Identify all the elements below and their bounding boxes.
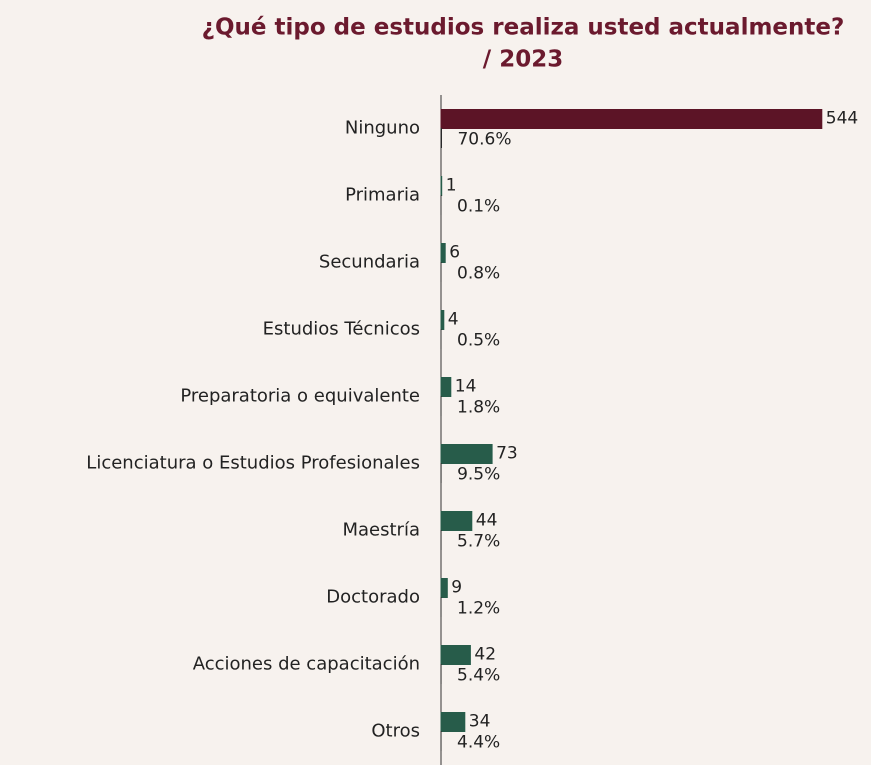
bar xyxy=(440,511,473,531)
value-label: 42 xyxy=(474,645,496,665)
bar xyxy=(440,645,471,665)
category-label: Preparatoria o equivalente xyxy=(180,386,420,407)
category-label: Ninguno xyxy=(345,118,420,139)
bar xyxy=(440,377,452,397)
category-label: Primaria xyxy=(345,185,420,206)
percent-label: 9.5% xyxy=(457,465,500,485)
chart-title: ¿Qué tipo de estudios realiza usted actu… xyxy=(202,15,845,41)
bar xyxy=(440,578,448,598)
percent-label: 5.4% xyxy=(457,666,500,686)
bar xyxy=(440,712,466,732)
value-label: 9 xyxy=(451,578,462,598)
category-label: Estudios Técnicos xyxy=(263,319,420,340)
value-label: 544 xyxy=(826,109,858,129)
value-label: 73 xyxy=(496,444,518,464)
bar xyxy=(440,109,823,129)
value-label: 14 xyxy=(455,377,477,397)
category-label: Otros xyxy=(371,721,420,742)
chart-subtitle: / 2023 xyxy=(483,47,563,73)
bar xyxy=(440,310,445,330)
value-label: 6 xyxy=(449,243,460,263)
value-label: 44 xyxy=(476,511,498,531)
category-label: Maestría xyxy=(342,520,420,541)
value-label: 1 xyxy=(446,176,457,196)
percent-label: 5.7% xyxy=(457,532,500,552)
percent-label: 1.2% xyxy=(457,599,500,619)
category-label: Acciones de capacitación xyxy=(193,654,420,675)
bar xyxy=(440,243,446,263)
percent-label: 0.5% xyxy=(457,331,500,351)
percent-label: 0.8% xyxy=(457,264,500,284)
bar xyxy=(440,444,493,464)
percent-label: 0.1% xyxy=(457,197,500,217)
bar xyxy=(440,176,443,196)
category-label: Secundaria xyxy=(319,252,420,273)
percent-label: 4.4% xyxy=(457,733,500,753)
percent-label: 70.6% xyxy=(457,130,511,150)
category-label: Licenciatura o Estudios Profesionales xyxy=(86,453,420,474)
value-label: 34 xyxy=(469,712,491,732)
category-label: Doctorado xyxy=(326,587,420,608)
percent-label: 1.8% xyxy=(457,398,500,418)
value-label: 4 xyxy=(448,310,459,330)
